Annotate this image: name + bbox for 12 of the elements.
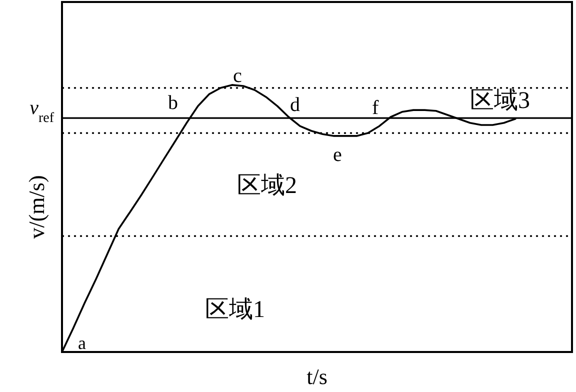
annotation: d	[290, 94, 300, 116]
ref-line-label: v$_{ref}$	[30, 97, 54, 126]
annotation: e	[333, 144, 342, 166]
annotation: c	[233, 65, 242, 87]
annotation: 区域1	[205, 297, 265, 323]
x-axis-title: t/s	[306, 364, 328, 389]
annotation: f	[372, 97, 379, 119]
annotation: 区域3	[470, 88, 530, 114]
annotation: b	[168, 92, 178, 114]
annotation: 区域2	[237, 173, 297, 199]
y-axis-title: v/(m/s)	[24, 175, 49, 239]
annotation: a	[78, 333, 86, 353]
